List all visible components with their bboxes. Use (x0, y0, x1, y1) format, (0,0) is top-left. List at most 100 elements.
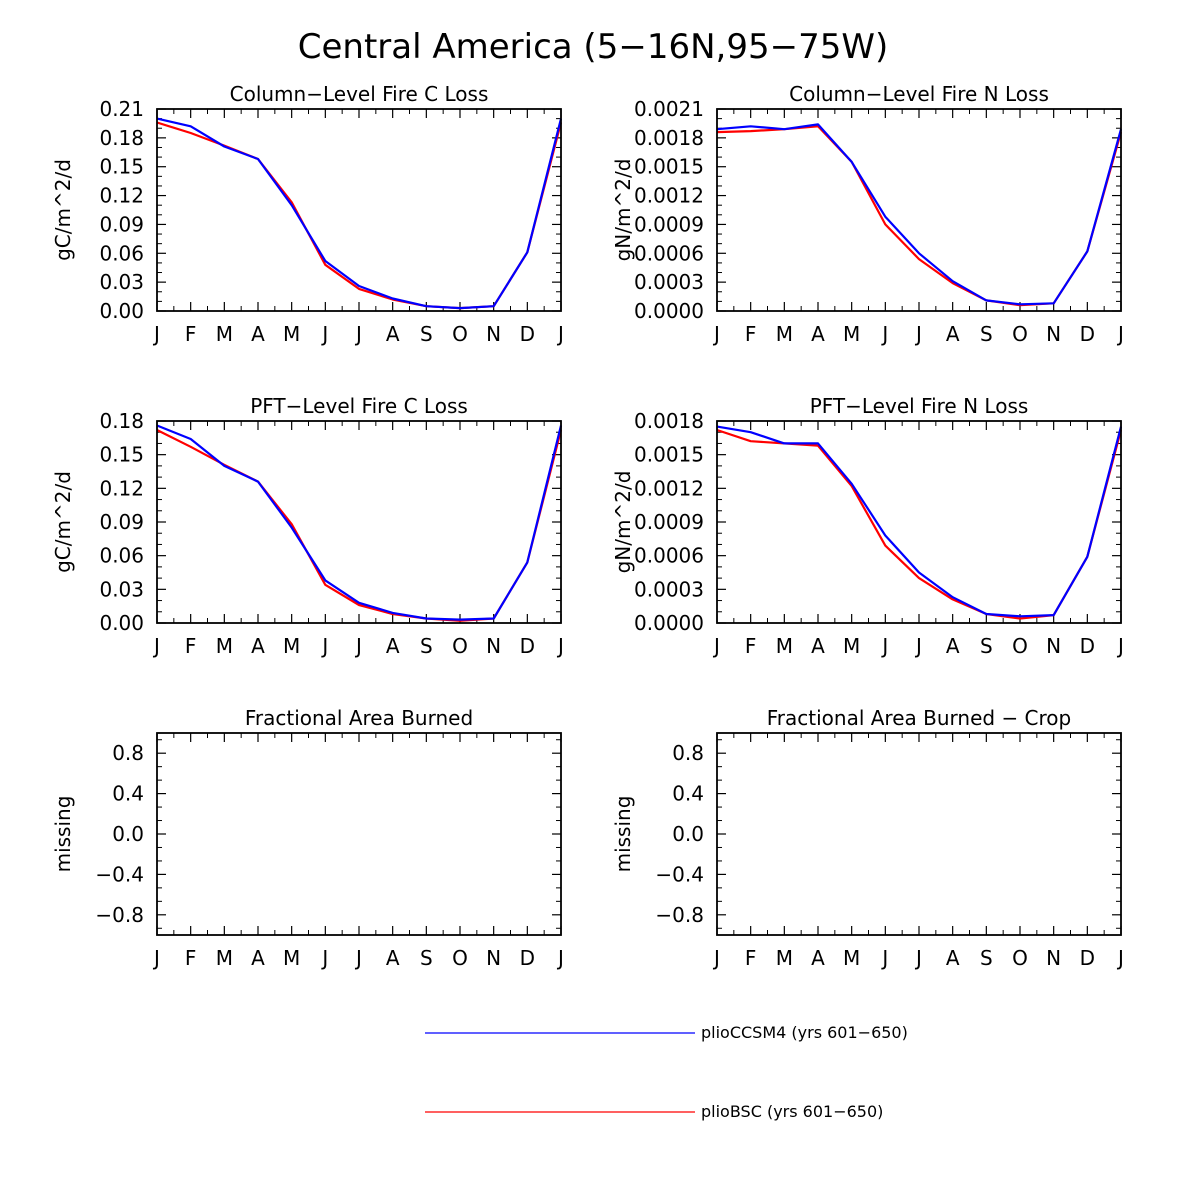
x-tick-label: F (745, 634, 757, 658)
plot-frame (156, 108, 562, 312)
y-tick-label: 0.0 (672, 822, 704, 846)
x-tick-label: D (520, 946, 535, 970)
y-tick-label: 0.0 (112, 822, 144, 846)
series-line (716, 425, 1123, 618)
panel-title: Column−Level Fire N Loss (789, 82, 1049, 106)
x-tick-label: N (486, 946, 501, 970)
y-tick-label: 0.21 (99, 97, 144, 121)
x-tick-label: S (420, 634, 433, 658)
x-tick-label: D (1080, 322, 1095, 346)
y-tick-label: 0.03 (99, 270, 144, 294)
y-tick-label: −0.4 (95, 862, 144, 886)
y-tick-label: 0.0012 (634, 476, 704, 500)
series-line (156, 117, 563, 310)
x-tick-label: F (185, 634, 197, 658)
y-tick-label: 0.15 (99, 443, 144, 467)
panel-title: Fractional Area Burned (245, 706, 473, 730)
y-tick-label: 0.0000 (634, 299, 704, 323)
x-tick-label: F (745, 946, 757, 970)
series-line (156, 424, 563, 621)
x-tick-label: M (843, 634, 860, 658)
x-tick-label: J (354, 634, 362, 658)
plot-frame (716, 420, 1122, 624)
y-tick-label: 0.18 (99, 409, 144, 433)
x-tick-label: O (452, 322, 468, 346)
x-tick-label: J (152, 634, 160, 658)
x-tick-label: F (745, 322, 757, 346)
legend: plioCCSM4 (yrs 601−650) plioBSC (yrs 601−… (425, 1023, 908, 1121)
x-tick-label: J (1116, 322, 1124, 346)
x-tick-label: M (776, 322, 793, 346)
series-line (716, 428, 1123, 620)
x-tick-label: F (185, 322, 197, 346)
x-tick-label: A (251, 322, 265, 346)
x-tick-label: O (1012, 634, 1028, 658)
y-tick-label: 0.8 (672, 741, 704, 765)
x-tick-label: A (946, 634, 960, 658)
x-tick-label: D (1080, 946, 1095, 970)
y-axis-label: missing (611, 796, 635, 873)
y-tick-label: 0.8 (112, 741, 144, 765)
x-tick-label: N (1046, 946, 1061, 970)
x-tick-label: A (811, 634, 825, 658)
plot-frame (716, 108, 1122, 312)
x-tick-label: J (914, 634, 922, 658)
x-tick-label: S (980, 322, 993, 346)
panel-title: Column−Level Fire C Loss (230, 82, 489, 106)
x-tick-label: S (980, 946, 993, 970)
y-tick-label: 0.0021 (634, 97, 704, 121)
x-tick-label: J (712, 322, 720, 346)
x-tick-label: J (880, 946, 888, 970)
x-tick-label: J (914, 946, 922, 970)
x-tick-label: A (946, 322, 960, 346)
x-tick-label: D (1080, 634, 1095, 658)
y-tick-label: −0.8 (95, 903, 144, 927)
x-tick-label: D (520, 322, 535, 346)
x-tick-label: A (811, 946, 825, 970)
y-axis-label: gC/m^2/d (51, 159, 75, 261)
y-tick-label: 0.03 (99, 577, 144, 601)
y-tick-label: 0.0009 (634, 212, 704, 236)
y-tick-label: 0.0006 (634, 544, 704, 568)
x-tick-label: M (843, 946, 860, 970)
x-tick-label: J (152, 322, 160, 346)
y-tick-label: 0.12 (99, 184, 144, 208)
x-tick-label: J (556, 946, 564, 970)
y-tick-label: 0.12 (99, 476, 144, 500)
x-tick-label: A (386, 946, 400, 970)
x-tick-label: O (1012, 946, 1028, 970)
y-tick-label: 0.4 (672, 782, 704, 806)
panel-title: PFT−Level Fire C Loss (250, 394, 468, 418)
plot-frame (156, 732, 562, 936)
x-tick-label: J (914, 322, 922, 346)
x-tick-label: J (712, 946, 720, 970)
y-tick-label: 0.00 (99, 299, 144, 323)
y-tick-label: −0.8 (655, 903, 704, 927)
x-tick-label: J (354, 322, 362, 346)
x-tick-label: J (712, 634, 720, 658)
x-tick-label: N (1046, 322, 1061, 346)
series-line (716, 125, 1123, 307)
y-tick-label: 0.4 (112, 782, 144, 806)
y-tick-label: 0.09 (99, 510, 144, 534)
series-line (156, 121, 563, 310)
x-tick-label: N (486, 634, 501, 658)
plot-frame (716, 732, 1122, 936)
y-axis-label: missing (51, 796, 75, 873)
x-tick-label: M (283, 634, 300, 658)
x-tick-label: A (251, 946, 265, 970)
x-tick-label: A (386, 322, 400, 346)
x-tick-label: A (946, 946, 960, 970)
y-tick-label: 0.18 (99, 126, 144, 150)
x-tick-label: J (556, 634, 564, 658)
x-tick-label: M (776, 946, 793, 970)
x-tick-label: J (880, 634, 888, 658)
x-tick-label: A (386, 634, 400, 658)
y-tick-label: 0.0003 (634, 577, 704, 601)
y-tick-label: 0.0018 (634, 126, 704, 150)
